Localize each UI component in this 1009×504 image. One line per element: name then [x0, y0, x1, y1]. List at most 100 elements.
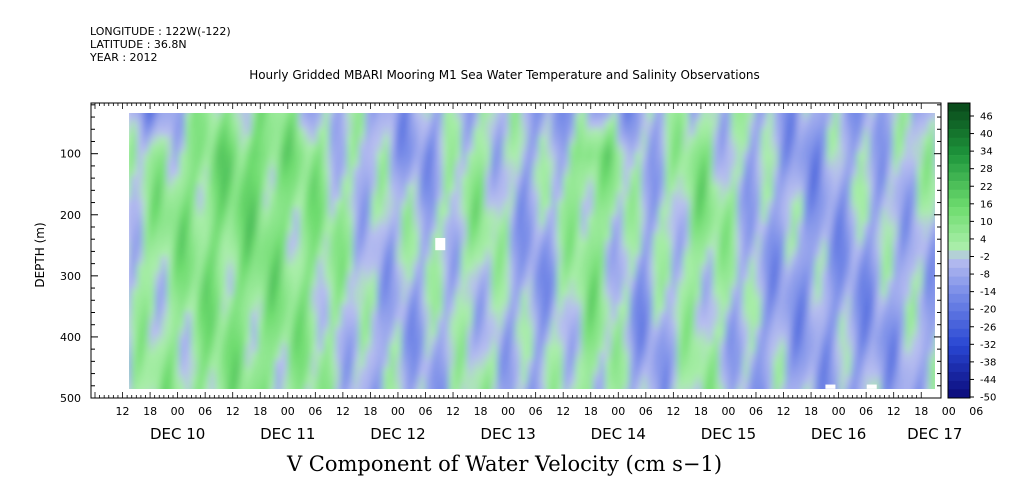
heatmap-cell	[311, 231, 318, 241]
heatmap-cell	[785, 287, 792, 297]
heatmap-cell	[809, 343, 816, 353]
heatmap-cell	[425, 287, 432, 297]
heatmap-cell	[809, 104, 816, 113]
heatmap-cell	[911, 287, 918, 297]
heatmap-cell	[389, 295, 396, 305]
heatmap-cell	[251, 303, 258, 313]
heatmap-cell	[437, 113, 444, 121]
heatmap-cell	[419, 263, 426, 273]
heatmap-cell	[227, 167, 234, 177]
heatmap-cell	[569, 383, 576, 389]
heatmap-cell	[863, 311, 870, 321]
heatmap-cell	[479, 113, 486, 121]
heatmap-cell	[659, 351, 666, 361]
heatmap-cell	[191, 335, 198, 345]
heatmap-cell	[677, 167, 684, 177]
heatmap-cell	[365, 279, 372, 289]
heatmap-cell	[305, 279, 312, 289]
heatmap-cell	[767, 359, 774, 369]
heatmap-cell	[275, 327, 282, 337]
heatmap-cell	[341, 119, 348, 129]
heatmap-cell	[371, 231, 378, 241]
heatmap-cell	[557, 392, 564, 401]
heatmap-cell	[509, 343, 516, 353]
heatmap-cell	[569, 239, 576, 249]
heatmap-cell	[569, 135, 576, 145]
heatmap-cell	[215, 247, 222, 257]
heatmap-cell	[197, 263, 204, 273]
heatmap-cell	[407, 231, 414, 241]
heatmap-cell	[929, 359, 935, 369]
heatmap-cell	[863, 263, 870, 273]
heatmap-cell	[869, 231, 876, 241]
heatmap-cell	[863, 279, 870, 289]
heatmap-cell	[371, 255, 378, 265]
heatmap-cell	[341, 231, 348, 241]
heatmap-cell	[665, 367, 672, 377]
heatmap-cell	[665, 351, 672, 361]
heatmap-cell	[689, 223, 696, 233]
heatmap-cell	[317, 215, 324, 225]
heatmap-cell	[293, 287, 300, 297]
heatmap-cell	[917, 127, 924, 137]
heatmap-cell	[137, 207, 144, 217]
heatmap-cell	[623, 191, 630, 201]
heatmap-cell	[821, 143, 828, 153]
heatmap-cell	[263, 247, 270, 257]
heatmap-cell	[851, 287, 858, 297]
heatmap-cell	[263, 127, 270, 137]
heatmap-cell	[359, 279, 366, 289]
heatmap-cell	[881, 303, 888, 313]
heatmap-cell	[413, 351, 420, 361]
heatmap-cell	[809, 191, 816, 201]
heatmap-cell	[323, 151, 330, 161]
heatmap-cell	[467, 231, 474, 241]
heatmap-cell	[755, 271, 762, 281]
heatmap-cell	[899, 167, 906, 177]
heatmap-cell	[707, 159, 714, 169]
heatmap-cell	[773, 383, 780, 389]
heatmap-cell	[455, 383, 462, 389]
heatmap-cell	[719, 343, 726, 353]
heatmap-cell	[857, 199, 864, 209]
heatmap-cell	[563, 113, 570, 121]
heatmap-cell	[551, 223, 558, 233]
heatmap-cell	[515, 113, 522, 121]
heatmap-cell	[167, 119, 174, 129]
heatmap-cell	[533, 295, 540, 305]
heatmap-cell	[653, 199, 660, 209]
heatmap-cell	[191, 113, 198, 121]
heatmap-cell	[503, 167, 510, 177]
heatmap-cell	[155, 271, 162, 281]
heatmap-cell	[485, 367, 492, 377]
heatmap-cell	[887, 231, 894, 241]
heatmap-cell	[911, 135, 918, 145]
heatmap-cell	[755, 223, 762, 233]
heatmap-cell	[653, 375, 660, 385]
heatmap-cell	[839, 215, 846, 225]
heatmap-cell	[389, 327, 396, 337]
heatmap-cell	[641, 311, 648, 321]
heatmap-cell	[743, 199, 750, 209]
heatmap-cell	[191, 263, 198, 273]
heatmap-cell	[323, 183, 330, 193]
heatmap-cell	[167, 159, 174, 169]
heatmap-cell	[239, 207, 246, 217]
heatmap-cell	[359, 255, 366, 265]
heatmap-cell	[923, 135, 930, 145]
heatmap-cell	[365, 271, 372, 281]
heatmap-cell	[881, 239, 888, 249]
heatmap-cell	[149, 263, 156, 273]
heatmap-cell	[599, 167, 606, 177]
heatmap-cell	[791, 127, 798, 137]
heatmap-cell	[281, 383, 288, 389]
heatmap-cell	[725, 295, 732, 305]
heatmap-cell	[281, 113, 288, 121]
heatmap-cell	[881, 279, 888, 289]
heatmap-cell	[767, 151, 774, 161]
heatmap-cell	[209, 199, 216, 209]
heatmap-cell	[731, 367, 738, 377]
heatmap-cell	[617, 271, 624, 281]
heatmap-cell	[137, 351, 144, 361]
heatmap-cell	[629, 343, 636, 353]
